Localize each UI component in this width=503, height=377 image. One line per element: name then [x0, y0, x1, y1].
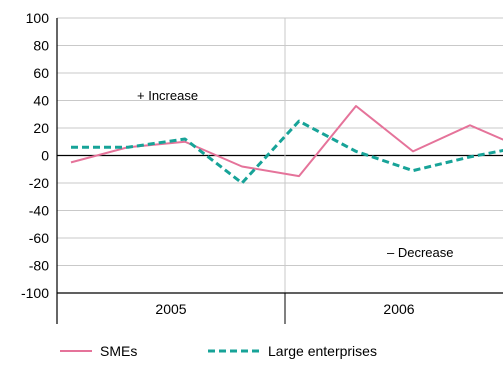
series-lines: [70, 105, 503, 185]
y-tick-label: 60: [33, 65, 49, 81]
grid: [57, 17, 503, 294]
y-tick-label: -100: [21, 285, 49, 301]
x-tick-label: 2005: [155, 301, 186, 317]
annotation-decrease: – Decrease: [387, 245, 453, 260]
y-tick-label: 40: [33, 93, 49, 109]
x-axis: 2005200620072008: [155, 293, 415, 324]
y-tick-label: -20: [29, 175, 49, 191]
legend: SMEs Large enterprises: [60, 343, 377, 359]
legend-label-smes: SMEs: [100, 343, 137, 359]
annotation-increase: + Increase: [137, 88, 198, 103]
y-tick-label: -80: [29, 258, 49, 274]
y-tick-label: 80: [33, 38, 49, 54]
y-axis: 100 80 60 40 20 0 -20 -40 -60 -80 -100: [21, 10, 58, 324]
y-tick-label: 0: [41, 148, 49, 164]
y-tick-label: 100: [26, 10, 50, 26]
y-tick-label: -40: [29, 203, 49, 219]
series-line-smes: [70, 105, 503, 178]
y-tick-label: -60: [29, 230, 49, 246]
legend-label-large-enterprises: Large enterprises: [268, 343, 377, 359]
x-tick-label: 2006: [383, 301, 414, 317]
y-tick-label: 20: [33, 120, 49, 136]
